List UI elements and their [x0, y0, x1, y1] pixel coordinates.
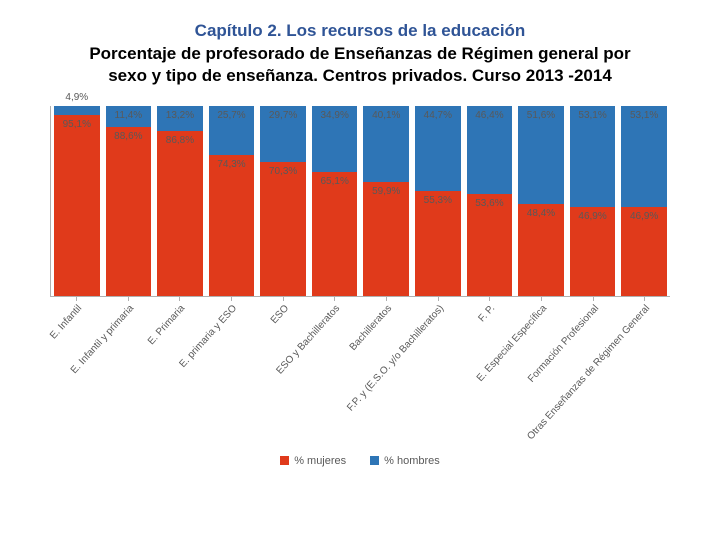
- subtitle-line1: Porcentaje de profesorado de Enseñanzas …: [89, 44, 630, 63]
- bar-value-men: 53,1%: [630, 110, 658, 121]
- x-tick: [283, 297, 284, 301]
- bar-segment-men: 51,6%: [518, 106, 564, 204]
- legend-label-women: % mujeres: [294, 455, 346, 467]
- bar-value-women: 59,9%: [372, 186, 400, 197]
- x-label: F. P.: [477, 303, 498, 324]
- x-tick: [128, 297, 129, 301]
- chart-subtitle: Porcentaje de profesorado de Enseñanzas …: [30, 43, 690, 86]
- bar-segment-women: 53,6%: [467, 194, 513, 296]
- x-tick: [489, 297, 490, 301]
- bar-value-women: 46,9%: [630, 211, 658, 222]
- bar-segment-women: 88,6%: [106, 127, 152, 295]
- plot-area: 4,9%95,1%11,4%88,6%13,2%86,8%25,7%74,3%2…: [50, 106, 670, 297]
- x-label-cell: Otras Enseñanzas de Régimen General: [618, 297, 670, 447]
- bar-value-women: 48,4%: [527, 208, 555, 219]
- bar-value-men: 25,7%: [217, 110, 245, 121]
- bar-column: 44,7% 55,3%: [415, 106, 461, 296]
- bar-segment-men: 13,2%: [157, 106, 203, 131]
- bar-segment-women: 46,9%: [570, 207, 616, 296]
- bar-value-men: 4,9%: [65, 92, 88, 103]
- bar-segment-women: 95,1%: [54, 115, 100, 296]
- bar-value-women: 55,3%: [424, 195, 452, 206]
- x-tick: [179, 297, 180, 301]
- x-label-cell: E. Infantil y primaria: [102, 297, 154, 447]
- bar-segment-women: 70,3%: [260, 162, 306, 296]
- bar-segment-men: 53,1%: [570, 106, 616, 207]
- legend-item-men: % hombres: [370, 455, 440, 467]
- bar-column: 40,1% 59,9%: [363, 106, 409, 296]
- bar-segment-men: 11,4%: [106, 106, 152, 128]
- bar-value-women: 70,3%: [269, 166, 297, 177]
- bar-value-women: 74,3%: [217, 159, 245, 170]
- x-label-cell: E. Primaria: [153, 297, 205, 447]
- subtitle-line2: sexo y tipo de enseñanza. Centros privad…: [108, 66, 612, 85]
- x-axis-labels: E. Infantil E. Infantil y primariaE. Prim…: [50, 297, 670, 447]
- bar-value-women: 86,8%: [166, 135, 194, 146]
- bar-value-men: 44,7%: [424, 110, 452, 121]
- bar-segment-women: 55,3%: [415, 191, 461, 296]
- x-tick: [541, 297, 542, 301]
- page-root: Capítulo 2. Los recursos de la educación…: [0, 0, 720, 540]
- bar-value-women: 95,1%: [63, 119, 91, 130]
- x-label-cell: ESO y Bachilleratos: [308, 297, 360, 447]
- bar-segment-men: 34,9%: [312, 106, 358, 172]
- bar-column: 29,7% 70,3%: [260, 106, 306, 296]
- bar-segment-men: 53,1%: [621, 106, 667, 207]
- bar-value-men: 46,4%: [475, 110, 503, 121]
- x-tick: [76, 297, 77, 301]
- legend: % mujeres % hombres: [50, 455, 670, 467]
- bar-segment-women: 74,3%: [209, 155, 255, 296]
- bar-column: 51,6% 48,4%: [518, 106, 564, 296]
- x-tick: [438, 297, 439, 301]
- bar-column: 4,9% 95,1%: [54, 106, 100, 296]
- bar-segment-men: 46,4%: [467, 106, 513, 194]
- x-tick: [386, 297, 387, 301]
- bar-value-men: 53,1%: [578, 110, 606, 121]
- bar-segment-women: 65,1%: [312, 172, 358, 296]
- bar-segment-women: 86,8%: [157, 131, 203, 296]
- x-tick: [334, 297, 335, 301]
- bar-value-men: 51,6%: [527, 110, 555, 121]
- bar-value-women: 53,6%: [475, 198, 503, 209]
- legend-label-men: % hombres: [384, 455, 440, 467]
- bar-column: 53,1% 46,9%: [570, 106, 616, 296]
- bar-column: 34,9% 65,1%: [312, 106, 358, 296]
- bar-column: 53,1% 46,9%: [621, 106, 667, 296]
- x-label: ESO: [268, 303, 290, 326]
- bar-segment-men: 4,9%: [54, 106, 100, 115]
- bar-value-men: 29,7%: [269, 110, 297, 121]
- bar-column: 11,4% 88,6%: [106, 106, 152, 296]
- bar-value-women: 88,6%: [114, 131, 142, 142]
- x-label: E. Infantil: [48, 303, 84, 341]
- x-tick: [593, 297, 594, 301]
- bar-segment-women: 48,4%: [518, 204, 564, 296]
- bar-segment-women: 59,9%: [363, 182, 409, 296]
- bar-value-women: 65,1%: [320, 176, 348, 187]
- bar-value-women: 46,9%: [578, 211, 606, 222]
- bar-segment-men: 25,7%: [209, 106, 255, 155]
- bar-value-men: 13,2%: [166, 110, 194, 121]
- x-tick: [644, 297, 645, 301]
- bar-segment-women: 46,9%: [621, 207, 667, 296]
- bar-segment-men: 44,7%: [415, 106, 461, 191]
- bar-value-men: 34,9%: [320, 110, 348, 121]
- swatch-men: [370, 456, 379, 465]
- x-label-cell: E. primaria y ESO: [205, 297, 257, 447]
- bar-segment-men: 40,1%: [363, 106, 409, 182]
- swatch-women: [280, 456, 289, 465]
- x-tick: [231, 297, 232, 301]
- bar-column: 13,2% 86,8%: [157, 106, 203, 296]
- bar-segment-men: 29,7%: [260, 106, 306, 162]
- bar-column: 25,7% 74,3%: [209, 106, 255, 296]
- legend-item-women: % mujeres: [280, 455, 346, 467]
- bar-column: 46,4% 53,6%: [467, 106, 513, 296]
- bar-value-men: 11,4%: [115, 110, 143, 121]
- chapter-title: Capítulo 2. Los recursos de la educación: [30, 20, 690, 41]
- bar-value-men: 40,1%: [372, 110, 400, 121]
- chart-frame: 4,9%95,1%11,4%88,6%13,2%86,8%25,7%74,3%2…: [50, 106, 670, 467]
- x-label-cell: F.P. y (E.S.O. y/o Bachilleratos): [412, 297, 464, 447]
